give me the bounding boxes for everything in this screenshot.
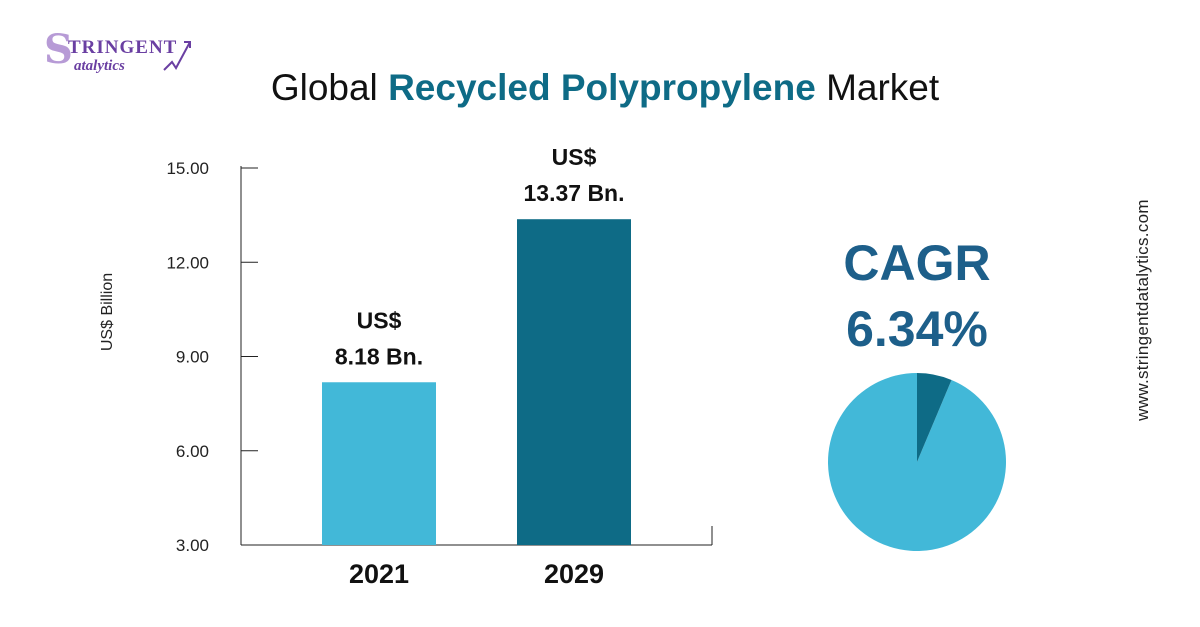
data-label-currency: US$ [552, 144, 597, 170]
stringent-datalytics-logo: S TRINGENT atalytics [44, 30, 204, 84]
data-label-value: 8.18 Bn. [335, 343, 423, 369]
bars [322, 219, 631, 545]
cagr-value: 6.34% [846, 301, 988, 357]
x-category-label: 2029 [544, 559, 604, 589]
title-prefix: Global [270, 67, 378, 108]
logo-wordmark-top: TRINGENT [68, 37, 178, 58]
x-category-label: 2021 [349, 559, 409, 589]
pie-slice-cagr [917, 373, 952, 462]
bar-2029 [517, 219, 631, 545]
logo-trend-arrow-icon [163, 41, 191, 71]
y-tick-label: 3.00 [176, 536, 209, 555]
cagr-label: CAGR [843, 235, 991, 291]
cagr-pie-chart [828, 373, 1006, 551]
y-tick-label: 6.00 [176, 442, 209, 461]
y-tick-label: 15.00 [166, 159, 209, 178]
website-url: www.stringentdatalytics.com [1133, 199, 1152, 421]
bar-2021 [322, 382, 436, 545]
logo-initial: S [44, 26, 73, 73]
title-highlight: Recycled Polypropylene [388, 67, 816, 108]
logo-wordmark-bottom: atalytics [74, 58, 125, 74]
y-axis-ticks: 3.00 6.00 9.00 12.00 15.00 [166, 159, 258, 555]
data-labels: US$ 8.18 Bn. US$ 13.37 Bn. [335, 144, 625, 369]
data-label-value: 13.37 Bn. [524, 180, 625, 206]
x-axis-categories: 2021 2029 [349, 559, 604, 589]
y-axis-label: US$ Billion [99, 273, 116, 351]
title-suffix: Market [826, 67, 940, 108]
y-tick-label: 9.00 [176, 348, 209, 367]
page-title: Global Recycled Polypropylene Market [0, 67, 1200, 109]
y-tick-label: 12.00 [166, 253, 209, 272]
data-label-currency: US$ [357, 307, 402, 333]
